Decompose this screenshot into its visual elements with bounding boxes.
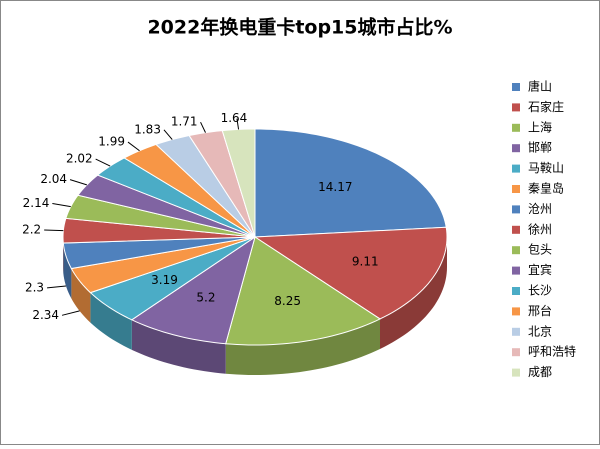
data-label: 2.02 <box>66 152 93 166</box>
legend-label: 宜宾 <box>528 262 552 277</box>
data-label: 2.34 <box>32 308 59 322</box>
data-label: 1.64 <box>221 111 248 125</box>
data-label: 5.2 <box>196 291 215 305</box>
legend-swatch <box>512 369 520 377</box>
data-label: 1.71 <box>171 115 198 129</box>
legend-swatch <box>512 205 520 213</box>
data-label: 8.25 <box>274 294 301 308</box>
legend-swatch <box>512 287 520 295</box>
legend-label: 邯郸 <box>528 140 552 155</box>
legend-swatch <box>512 267 520 275</box>
legend-label: 长沙 <box>528 284 552 298</box>
legend-swatch <box>512 348 520 356</box>
legend-label: 徐州 <box>528 221 552 236</box>
legend-label: 呼和浩特 <box>528 344 576 359</box>
legend-swatch <box>512 165 520 173</box>
legend-label: 马鞍山 <box>528 160 564 175</box>
legend-swatch <box>512 83 520 91</box>
legend-swatch <box>512 328 520 336</box>
legend-label: 沧州 <box>528 201 552 216</box>
legend-label: 秦皇岛 <box>528 181 564 196</box>
data-label: 3.19 <box>151 273 178 287</box>
data-label: 2.14 <box>23 196 50 210</box>
legend-label: 北京 <box>528 324 552 338</box>
legend-swatch <box>512 124 520 132</box>
data-label: 1.99 <box>98 135 125 149</box>
data-label: 2.04 <box>40 172 67 186</box>
data-label: 14.17 <box>318 180 352 194</box>
legend-label: 上海 <box>528 119 552 134</box>
data-label: 9.11 <box>352 255 379 269</box>
legend-label: 唐山 <box>528 79 552 94</box>
legend-swatch <box>512 307 520 315</box>
data-label: 2.2 <box>22 223 41 237</box>
leader-line <box>44 230 63 231</box>
legend-label: 成都 <box>528 365 552 379</box>
legend-swatch <box>512 226 520 234</box>
legend-label: 邢台 <box>528 303 552 318</box>
legend-label: 包头 <box>528 243 552 257</box>
legend-swatch <box>512 103 520 111</box>
legend-swatch <box>512 185 520 193</box>
legend-swatch <box>512 144 520 152</box>
data-label: 1.83 <box>134 122 161 136</box>
chart-title: 2022年换电重卡top15城市占比% <box>147 16 452 39</box>
data-label: 2.3 <box>25 280 44 294</box>
legend-label: 石家庄 <box>528 99 564 114</box>
legend-swatch <box>512 246 520 254</box>
